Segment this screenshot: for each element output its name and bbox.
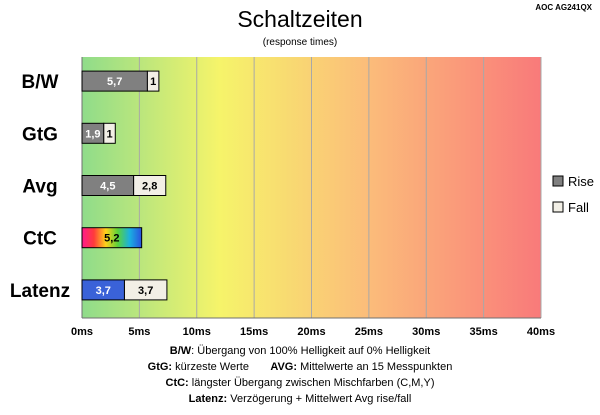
category-label: GtG [22, 124, 58, 145]
bar-fall [133, 175, 167, 196]
footnote-latenz: Latenz: Verzögerung + Mittelwert Avg ris… [188, 393, 412, 405]
monitor-model-label: AOC AG241QX [535, 3, 592, 12]
x-tick-label: 15ms [240, 326, 268, 338]
category-labels: B/W GtG Avg CtC Latenz [10, 72, 70, 302]
category-label: B/W [22, 72, 59, 93]
x-tick-label: 10ms [183, 326, 211, 338]
footnotes: B/W: Übergang von 100% Helligkeit auf 0%… [0, 343, 600, 407]
bar-rise-label: 3,7 [96, 285, 111, 297]
x-tick-label: 0ms [71, 326, 93, 338]
x-tick-label: 20ms [297, 326, 325, 338]
x-tick-label: 30ms [412, 326, 440, 338]
x-tick-label: 40ms [527, 326, 555, 338]
bar-fall-label: 1 [150, 76, 156, 88]
legend-label: Fall [568, 200, 589, 215]
bar-rise-label: 5,2 [104, 233, 119, 245]
bar-fall-label: 1 [106, 128, 112, 140]
bar-fall-label: 3,7 [138, 285, 153, 297]
tick-labels: 0ms 5ms 10ms 15ms 20ms 25ms 30ms 35ms 40ms [71, 326, 555, 338]
bar-fall [146, 70, 160, 92]
category-label: Avg [22, 177, 57, 198]
bars: 5,7 1 1,9 1 4,5 2,8 5,2 3,7 3,7 [81, 70, 168, 301]
x-tick-label: 35ms [470, 326, 498, 338]
legend-swatch [552, 201, 564, 213]
footnote-gtg-avg: GtG: kürzeste Werte AVG: Mittelwerte an … [147, 361, 453, 373]
chart-subtitle: (response times) [262, 37, 338, 48]
bar-rise-label: 4,5 [100, 181, 115, 193]
category-label: Latenz [10, 281, 70, 302]
bar-rise [81, 227, 143, 249]
legend: Rise Fall [552, 174, 594, 215]
bar-fall [123, 279, 168, 301]
category-label: CtC [23, 229, 57, 250]
legend-swatch [552, 175, 564, 187]
footnote-ctc: CtC: längster Übergang zwischen Mischfar… [165, 377, 435, 389]
chart-title: Schaltzeiten [237, 6, 363, 32]
gridlines [81, 57, 542, 319]
x-tick-label: 25ms [355, 326, 383, 338]
footnote-bw: B/W: Übergang von 100% Helligkeit auf 0%… [169, 345, 431, 357]
bar-rise-label: 1,9 [85, 128, 100, 140]
x-tick-label: 5ms [128, 326, 150, 338]
bar-rise-label: 5,7 [107, 76, 122, 88]
bar-fall-label: 2,8 [142, 181, 157, 193]
bar-fall [103, 122, 116, 144]
legend-label: Rise [568, 174, 594, 189]
